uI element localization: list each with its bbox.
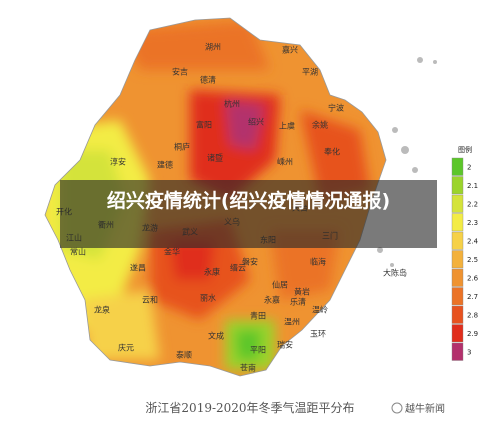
islands: [377, 57, 437, 267]
watermark-icon: [391, 402, 403, 414]
legend-swatch: [451, 287, 464, 306]
legend-swatch: [451, 250, 464, 269]
place-label: 温州: [284, 318, 300, 327]
place-label: 温岭: [312, 305, 328, 315]
place-label: 富阳: [196, 120, 212, 130]
legend-label: 2.3: [467, 219, 478, 227]
place-label: 仙居: [272, 280, 288, 290]
legend-label: 2.2: [467, 200, 478, 208]
place-label: 缙云: [230, 263, 246, 273]
place-label: 平阳: [250, 346, 266, 355]
legend-swatch: [451, 176, 464, 195]
legend-swatch: [451, 231, 464, 250]
place-label: 宁波: [328, 103, 344, 113]
legend-label: 2.8: [467, 311, 478, 319]
place-label: 嘉兴: [282, 45, 298, 55]
place-label: 乐清: [290, 297, 306, 307]
place-label: 平湖: [302, 68, 318, 77]
legend: 2 2.1 2.2 2.3 2.4 2.5 2.6 2.7 2.8 2.9 3: [451, 157, 479, 361]
legend-swatch: [451, 305, 464, 324]
place-label: 淳安: [110, 157, 126, 167]
place-label: 青田: [250, 311, 266, 321]
place-label: 安吉: [172, 67, 188, 77]
place-label: 磐安: [242, 257, 258, 267]
place-label: 苍南: [240, 363, 256, 373]
legend-swatch: [451, 157, 464, 176]
legend-label: 2.6: [467, 274, 479, 282]
place-label: 泰顺: [176, 350, 192, 360]
legend-label: 2: [467, 163, 471, 171]
place-label: 常山: [70, 247, 86, 257]
legend-label: 2.1: [467, 182, 478, 190]
overlay-title: 绍兴疫情统计(绍兴疫情情况通报): [106, 190, 391, 212]
place-label: 湖州: [205, 43, 221, 52]
place-label: 庆元: [118, 343, 134, 353]
legend-label: 2.7: [467, 293, 478, 301]
place-label: 瑞安: [277, 340, 293, 350]
place-label: 金华: [164, 247, 180, 257]
legend-swatch: [451, 342, 464, 361]
legend-swatch: [451, 194, 464, 213]
place-label: 云和: [142, 296, 158, 305]
legend-swatch: [451, 324, 464, 343]
place-label: 临海: [310, 257, 326, 267]
province-border: [44, 17, 387, 377]
legend-label: 2.4: [467, 237, 479, 245]
map-caption: 浙江省2019-2020年冬季气温距平分布: [145, 400, 354, 415]
legend-label: 2.9: [467, 330, 478, 338]
place-label: 上虞: [279, 121, 295, 131]
overlay-banner: 绍兴疫情统计(绍兴疫情情况通报): [60, 180, 437, 248]
place-label: 绍兴: [248, 117, 264, 127]
place-label: 杭州: [224, 99, 240, 109]
place-label: 嵊州: [277, 157, 293, 167]
place-label: 玉环: [310, 330, 326, 339]
place-label: 遂昌: [130, 263, 146, 273]
legend-title: 图例: [458, 145, 472, 154]
place-label: 永康: [204, 267, 220, 277]
legend-label: 2.5: [467, 256, 478, 264]
place-label: 丽水: [200, 293, 216, 303]
place-label: 余姚: [312, 120, 328, 130]
place-label: 诸暨: [207, 154, 223, 163]
place-label: 永嘉: [264, 295, 280, 305]
watermark: 越牛新闻: [405, 404, 445, 415]
place-label: 大陈岛: [383, 268, 407, 278]
place-label: 奉化: [324, 147, 340, 157]
place-label: 黄岩: [294, 287, 310, 297]
place-label: 建德: [157, 160, 173, 170]
legend-swatch: [451, 213, 464, 232]
legend-label: 3: [467, 348, 471, 356]
place-label: 龙泉: [94, 305, 110, 315]
place-label: 德清: [200, 75, 216, 85]
place-label: 文成: [208, 331, 224, 341]
legend-swatch: [451, 268, 464, 287]
place-label: 桐庐: [174, 142, 190, 152]
